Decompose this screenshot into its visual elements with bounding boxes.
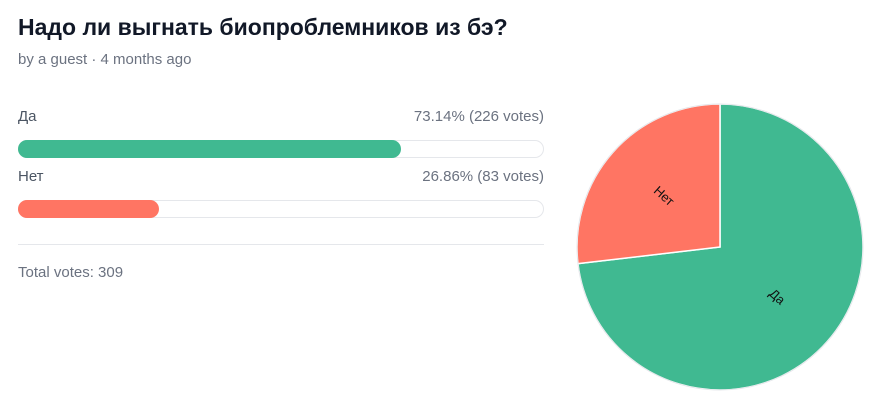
progress-fill bbox=[18, 200, 159, 218]
option-result: 73.14% (226 votes) bbox=[413, 108, 544, 125]
progress-bar bbox=[18, 140, 544, 158]
divider bbox=[18, 244, 544, 245]
progress-bar bbox=[18, 200, 544, 218]
total-votes: Total votes: 309 bbox=[18, 264, 124, 281]
pie-slice-1 bbox=[576, 103, 721, 265]
poll-meta: by a guest · 4 months ago bbox=[18, 51, 192, 68]
poll-option-da: Да 73.14% (226 votes) bbox=[18, 108, 544, 158]
option-result: 26.86% (83 votes) bbox=[422, 168, 544, 185]
pie-outline bbox=[576, 103, 864, 391]
poll-option-net: Нет 26.86% (83 votes) bbox=[18, 168, 544, 218]
option-label: Да bbox=[18, 108, 37, 125]
poll-title: Надо ли выгнать биопроблемников из бэ? bbox=[18, 14, 508, 40]
option-label: Нет bbox=[18, 168, 44, 185]
progress-fill bbox=[18, 140, 402, 158]
